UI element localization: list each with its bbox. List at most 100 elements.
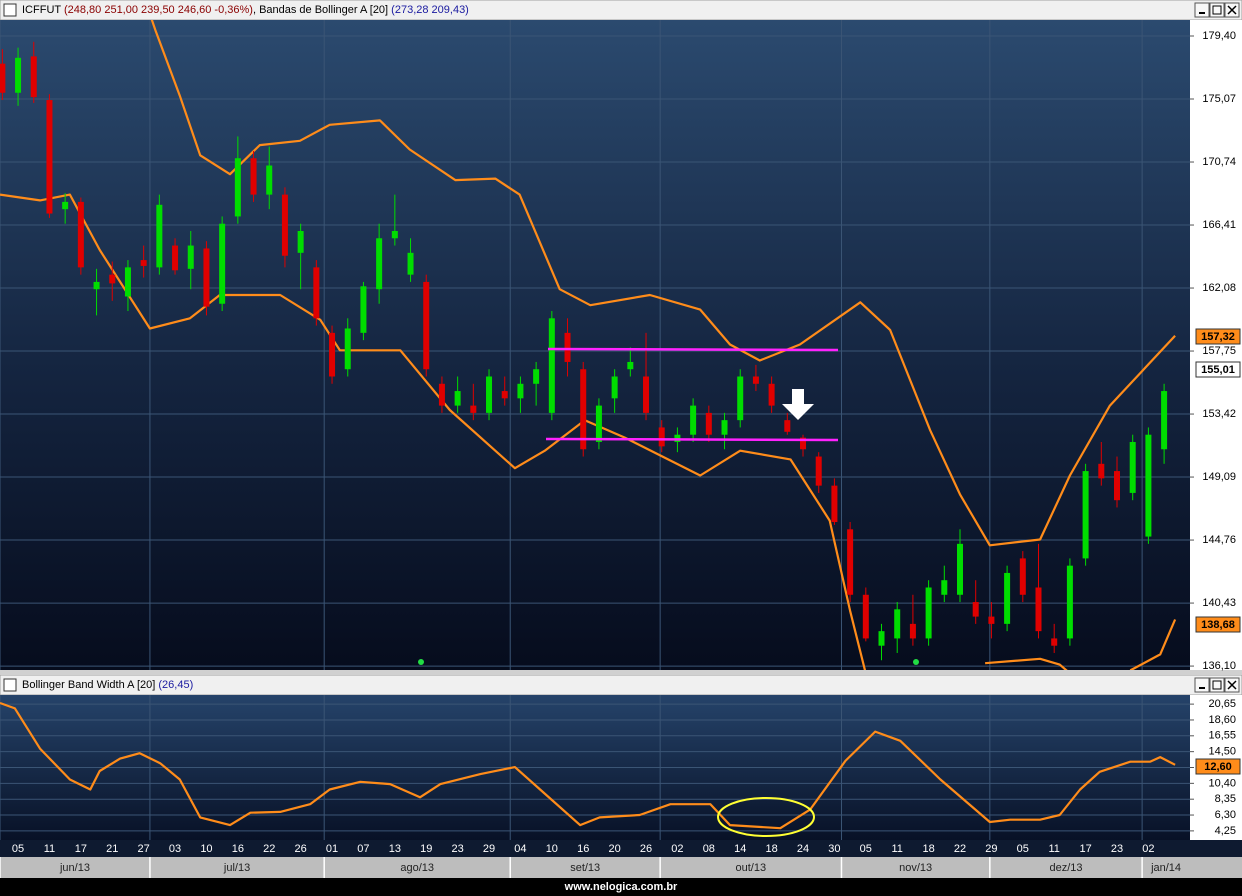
month-label: jul/13 [223,862,250,874]
candle-body [737,376,744,421]
candle-body [1098,463,1105,479]
candle-body [313,267,320,319]
tag-box [1195,361,1241,378]
y-tick-label: 144,76 [1202,534,1236,546]
candle-body [564,332,571,362]
minimize-button[interactable] [1194,2,1210,18]
day-label: 29 [483,843,495,855]
day-label: 10 [546,843,558,855]
down-arrow [782,389,814,420]
candle-body [925,587,932,639]
day-label: 08 [703,843,715,855]
maximize-button[interactable] [1209,677,1225,693]
upper-band-tag: 157,32 [1201,331,1235,343]
day-label: 02 [671,843,683,855]
tag-box [1195,758,1241,775]
day-label: 20 [608,843,620,855]
day-label: 02 [1142,843,1154,855]
candle-body [941,580,948,595]
day-label: 16 [577,843,589,855]
y-tick-label: 140,43 [1202,597,1236,609]
day-label: 27 [138,843,150,855]
candle-body [1019,558,1026,595]
month-label: jan/14 [1150,862,1181,874]
price-tags: 157,32 155,01 138,68 12,60 [1195,328,1241,775]
month-axis [0,857,1242,878]
y-tick-label: 14,50 [1208,746,1236,758]
footer: www.nelogica.com.br [564,881,678,893]
candle-body [1129,441,1136,493]
day-label: 01 [326,843,338,855]
maximize-button[interactable] [1209,2,1225,18]
candle-body [156,204,163,268]
day-label: 17 [1079,843,1091,855]
candle-body [93,281,100,290]
y-tick-label: 170,74 [1202,156,1236,168]
candle-body [297,230,304,253]
day-label: 21 [106,843,118,855]
indicator-line [0,193,1177,670]
candle-body [627,361,634,370]
day-label: 26 [295,843,307,855]
candle-body [46,100,53,214]
candle-body [30,56,37,98]
month-label: ago/13 [400,862,434,874]
candle-body [1161,391,1168,450]
y-tick-label: 149,09 [1202,471,1236,483]
candle-body [454,391,461,406]
resistance-line [547,347,839,352]
pane-splitter[interactable] [0,670,1242,675]
candle-body [800,437,807,450]
candle-body [611,376,618,399]
highlight-ellipse [717,797,815,837]
candle-body [360,286,367,333]
pane-icon[interactable] [3,678,17,692]
y-tick-label: 179,40 [1202,30,1236,42]
y-tick-label: 162,08 [1202,282,1236,294]
day-label: 30 [828,843,840,855]
indicator: Bollinger Band Width A [20] [22,679,155,691]
minimize-button[interactable] [1194,677,1210,693]
candle-body [815,456,822,486]
candle-body [234,158,241,217]
candle-body [957,543,964,595]
y-tick-label: 153,42 [1202,408,1236,420]
candle-body [77,201,84,268]
day-label: 23 [1111,843,1123,855]
tag-box [1195,616,1241,633]
day-label: 23 [452,843,464,855]
candle-body [187,245,194,269]
candle-body [501,391,508,399]
y-tick-label: 175,07 [1202,93,1236,105]
candle-body [15,57,22,93]
price-axis [1190,20,1242,670]
day-label: 22 [263,843,275,855]
candle-body [517,383,524,399]
last-price-tag: 155,01 [1201,364,1235,376]
candle-body [219,223,226,304]
candle-body [909,623,916,639]
day-label: 13 [389,843,401,855]
lower-band-tag: 138,68 [1201,619,1235,631]
indicator-line [0,701,1176,830]
y-tick-label: 16,55 [1208,730,1236,742]
candle-body [470,405,477,413]
candle-body [109,274,116,284]
candle-body [203,248,210,307]
candle-body [721,420,728,435]
candle-body [438,383,445,406]
day-label: 18 [765,843,777,855]
support-line [545,437,839,442]
title: ICFFUT (248,80 251,00 239,50 246,60 -0,3… [22,4,469,16]
candle-body [1035,587,1042,632]
day-label: 22 [954,843,966,855]
y-tick-label: 10,40 [1208,777,1236,789]
candle-body [62,201,69,210]
candle-body [281,194,288,256]
candle-body [172,245,179,271]
title: Bollinger Band Width A [20] (26,45) [22,679,193,691]
pane-icon[interactable] [3,3,17,17]
day-label: 14 [734,843,746,855]
